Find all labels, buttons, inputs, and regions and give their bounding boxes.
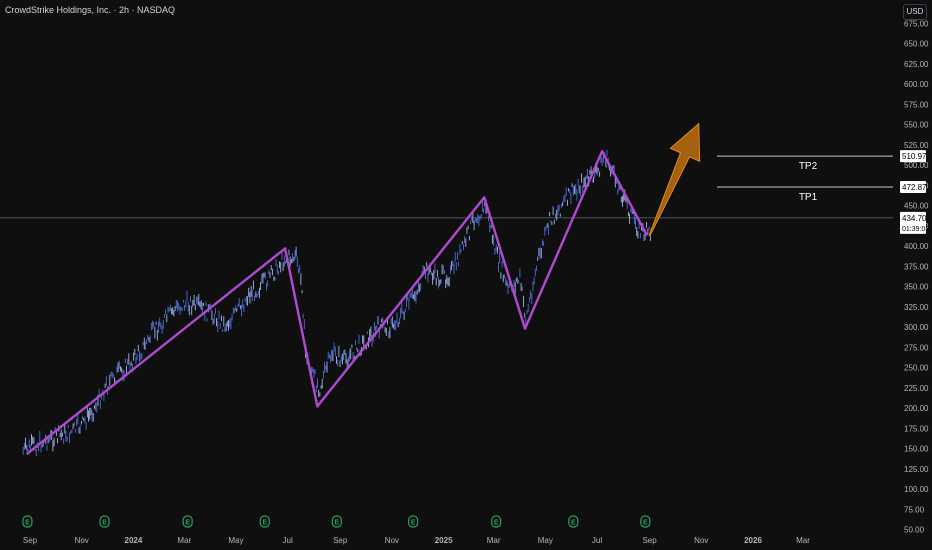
zigzag-pattern bbox=[25, 149, 649, 456]
y-tick-label: 50.00 bbox=[904, 526, 925, 535]
earnings-letter: E bbox=[102, 520, 107, 527]
earnings-letter: E bbox=[643, 520, 648, 527]
y-tick-label: 550.00 bbox=[904, 121, 929, 130]
currency-button[interactable]: USD bbox=[903, 4, 927, 20]
earnings-icon: E bbox=[491, 515, 502, 528]
earnings-badge bbox=[408, 515, 419, 528]
y-tick-label: 625.00 bbox=[904, 60, 929, 69]
earnings-badge bbox=[182, 515, 193, 528]
y-tick-label: 250.00 bbox=[904, 364, 929, 373]
y-tick-label: 350.00 bbox=[904, 283, 929, 292]
level-tag-tp2: 510.97 bbox=[902, 152, 927, 161]
y-tick-label: 300.00 bbox=[904, 323, 929, 332]
projection-arrow bbox=[648, 122, 701, 237]
earnings-letter: E bbox=[262, 520, 267, 527]
current-price-tag: 434.70 bbox=[902, 214, 927, 223]
earnings-badge bbox=[491, 515, 502, 528]
x-tick-label: Nov bbox=[385, 536, 399, 545]
y-tick-label: 75.00 bbox=[904, 505, 925, 514]
y-tick-label: 150.00 bbox=[904, 445, 929, 454]
symbol-title: CrowdStrike Holdings, Inc. · 2h · NASDAQ bbox=[5, 5, 176, 15]
earnings-letter: E bbox=[25, 520, 30, 527]
earnings-badge bbox=[568, 515, 579, 528]
y-tick-label: 125.00 bbox=[904, 465, 929, 474]
y-tick-label: 400.00 bbox=[904, 242, 929, 251]
earnings-badge bbox=[99, 515, 110, 528]
y-tick-label: 100.00 bbox=[904, 485, 929, 494]
earnings-icon: E bbox=[568, 515, 579, 528]
y-tick-label: 275.00 bbox=[904, 343, 929, 352]
earnings-letter: E bbox=[185, 520, 190, 527]
price-axis-bg bbox=[893, 0, 932, 550]
x-tick-label: Nov bbox=[694, 536, 708, 545]
earnings-letter: E bbox=[411, 520, 416, 527]
x-tick-label: Mar bbox=[177, 536, 191, 545]
earnings-badge bbox=[640, 515, 651, 528]
level-lines: TP2 TP1 bbox=[0, 155, 893, 219]
earnings-letter: E bbox=[571, 520, 576, 527]
level-tag-tp2-bg bbox=[900, 150, 926, 163]
earnings-icon: E bbox=[331, 515, 342, 528]
x-tick-label: Mar bbox=[487, 536, 501, 545]
earnings-icon: E bbox=[99, 515, 110, 528]
countdown-label: 01:39:03 bbox=[902, 226, 929, 233]
earnings-badge bbox=[22, 515, 33, 528]
y-tick-label: 575.00 bbox=[904, 100, 929, 109]
x-tick-label: Sep bbox=[333, 536, 348, 545]
pattern-line bbox=[25, 149, 649, 456]
arrow-up bbox=[648, 122, 701, 237]
y-tick-label: 450.00 bbox=[904, 202, 929, 211]
earnings-letter: E bbox=[334, 520, 339, 527]
level-label-tp1: TP1 bbox=[799, 192, 818, 203]
x-tick-label: Jul bbox=[592, 536, 602, 545]
y-tick-label: 600.00 bbox=[904, 80, 929, 89]
x-tick-label: Jul bbox=[283, 536, 293, 545]
level-tag-tp1-bg bbox=[900, 180, 926, 193]
level-label-tp2: TP2 bbox=[799, 161, 818, 172]
earnings-badge bbox=[331, 515, 342, 528]
earnings-letter: E bbox=[494, 520, 499, 527]
x-tick-label: Nov bbox=[75, 536, 89, 545]
y-tick-label: 650.00 bbox=[904, 40, 929, 49]
x-tick-label: May bbox=[228, 536, 243, 545]
earnings-icon: E bbox=[22, 515, 33, 528]
earnings-icon: E bbox=[259, 515, 270, 528]
current-price-tag-bg bbox=[900, 211, 926, 234]
y-tick-label: 675.00 bbox=[904, 19, 929, 28]
earnings-icon: E bbox=[408, 515, 419, 528]
y-tick-label: 175.00 bbox=[904, 424, 929, 433]
y-tick-label: 525.00 bbox=[904, 141, 929, 150]
y-tick-label: 375.00 bbox=[904, 262, 929, 271]
earnings-icon: E bbox=[182, 515, 193, 528]
x-tick-label: Sep bbox=[642, 536, 657, 545]
earnings-badge bbox=[259, 515, 270, 528]
price-tags: 510.97 472.87 434.70 01:39:03 bbox=[900, 150, 929, 234]
x-tick-label: May bbox=[538, 536, 553, 545]
y-tick-label: 500.00 bbox=[904, 161, 929, 170]
x-tick-label: Sep bbox=[23, 536, 38, 545]
x-tick-label: 2025 bbox=[435, 536, 453, 545]
earnings-icon: E bbox=[640, 515, 651, 528]
y-tick-label: 225.00 bbox=[904, 384, 929, 393]
x-tick-label: 2026 bbox=[744, 536, 762, 545]
level-tag-tp1: 472.87 bbox=[902, 183, 927, 192]
x-tick-label: Mar bbox=[796, 536, 810, 545]
price-axis[interactable]: 50.00 75.00 100.00 125.00 150.00 175.00 200.00… bbox=[893, 0, 932, 550]
y-tick-label: 325.00 bbox=[904, 303, 929, 312]
x-tick-label: 2024 bbox=[125, 536, 143, 545]
time-axis[interactable]: Sep Nov 2024 Mar May Jul Sep Nov 2025 Mar May Jul Se… bbox=[23, 536, 810, 545]
candles bbox=[22, 149, 652, 456]
y-tick-label: 200.00 bbox=[904, 404, 929, 413]
